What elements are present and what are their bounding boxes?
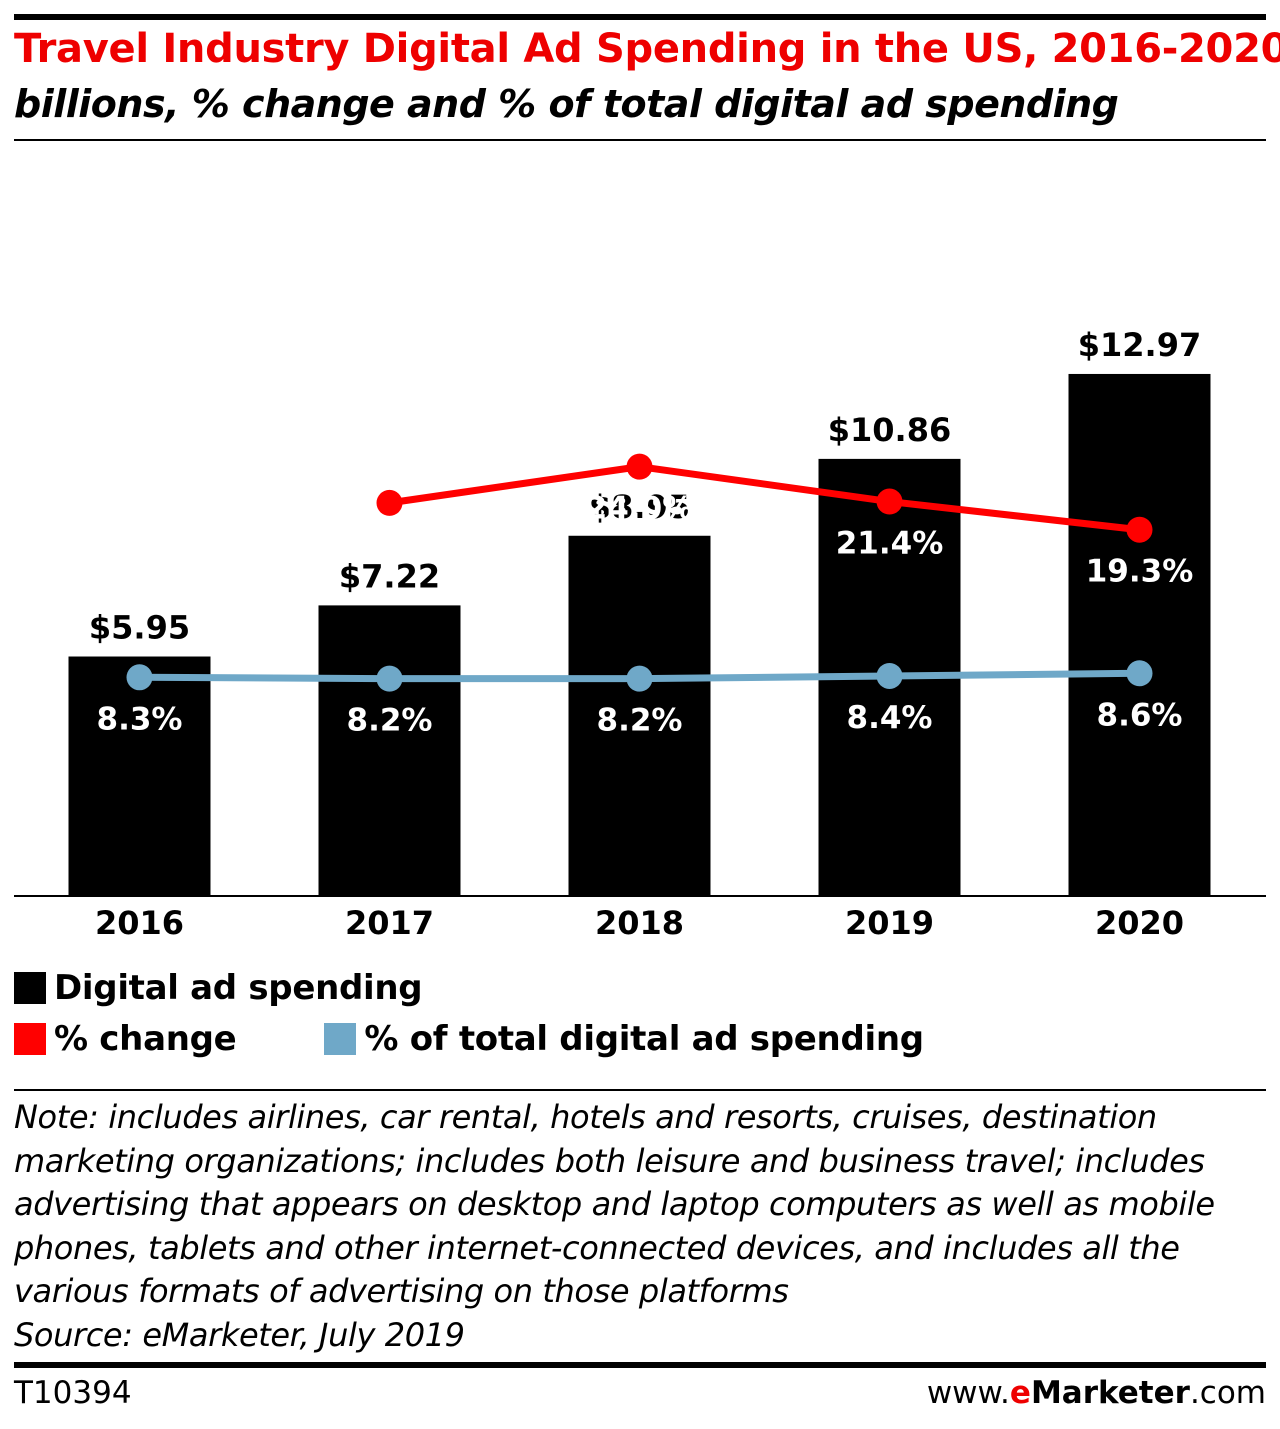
x-tick-2020: 2020 [1095, 904, 1184, 942]
x-tick-2017: 2017 [345, 904, 434, 942]
top-rule [14, 14, 1266, 20]
bar-2016 [68, 656, 211, 896]
x-tick-2019: 2019 [845, 904, 934, 942]
bar-2017 [318, 605, 461, 896]
bar-label-2017: $7.22 [339, 557, 440, 595]
chart-subtitle: billions, % change and % of total digita… [14, 82, 1119, 126]
point-label-share-2018: 8.2% [597, 703, 683, 739]
point-share-2016 [126, 664, 153, 691]
point-change-2019 [876, 488, 903, 515]
chart-area: $5.95 $7.22 $8.95 $10.86 $12.97 2016 2017 2018 2… [14, 326, 1266, 942]
legend-item-change: % change [14, 1019, 237, 1059]
legend-row-1: Digital ad spending [14, 968, 510, 1008]
point-label-change-2017: 21.3% [336, 527, 444, 563]
legend-label-spending: Digital ad spending [54, 968, 423, 1008]
source-text: Source: eMarketer, July 2019 [14, 1315, 465, 1354]
point-change-2018 [626, 453, 653, 480]
bar-label-2016: $5.95 [89, 609, 190, 647]
brand-name: Marketer [1030, 1375, 1190, 1411]
bar-2018 [568, 535, 711, 896]
chart-title: Travel Industry Digital Ad Spending in t… [14, 26, 1280, 72]
x-tick-2018: 2018 [595, 904, 684, 942]
point-label-share-2020: 8.6% [1097, 697, 1183, 733]
point-change-2017 [376, 489, 403, 516]
footer-rule [14, 1362, 1266, 1368]
series-line-change [388, 463, 1140, 534]
legend-swatch-spending [14, 972, 46, 1004]
legend-swatch-change [14, 1023, 46, 1055]
brand-suffix: .com [1189, 1375, 1266, 1411]
legend-label-share: % of total digital ad spending [364, 1019, 924, 1059]
point-label-change-2019: 21.4% [836, 526, 944, 562]
x-tick-2016: 2016 [95, 904, 184, 942]
legend-label-change: % change [54, 1019, 237, 1059]
brand-url[interactable]: www.eMarketer.com [927, 1375, 1266, 1411]
bar-label-2019: $10.86 [828, 411, 951, 449]
chart-id: T10394 [14, 1375, 132, 1411]
point-share-2019 [876, 662, 903, 689]
legend-swatch-share [324, 1023, 357, 1055]
point-label-share-2017: 8.2% [347, 703, 433, 739]
point-share-2018 [626, 665, 653, 692]
bar-label-2020: $12.97 [1078, 326, 1201, 364]
bar-2020 [1068, 373, 1211, 896]
legend-item-spending: Digital ad spending [14, 968, 423, 1008]
legend-row-2: % change % of total digital ad spending [14, 1019, 1012, 1059]
point-share-2020 [1126, 660, 1153, 687]
bar-label-2018: $8.95 [589, 488, 690, 526]
title-divider [14, 139, 1266, 141]
brand-prefix: www. [926, 1375, 1010, 1411]
point-label-share-2019: 8.4% [847, 700, 933, 736]
point-label-share-2016: 8.3% [97, 701, 183, 737]
note-text: Note: includes airlines, car rental, hot… [14, 1098, 1215, 1310]
point-change-2020 [1126, 516, 1153, 543]
point-label-change-2020: 19.3% [1086, 554, 1194, 590]
point-share-2017 [376, 665, 403, 692]
point-label-change-2018: 24.0% [586, 491, 694, 527]
notes-divider [14, 1089, 1266, 1091]
brand-e: e [1009, 1375, 1031, 1411]
notes: Note: includes airlines, car rental, hot… [14, 1096, 1270, 1357]
legend-item-share: % of total digital ad spending [324, 1019, 924, 1059]
